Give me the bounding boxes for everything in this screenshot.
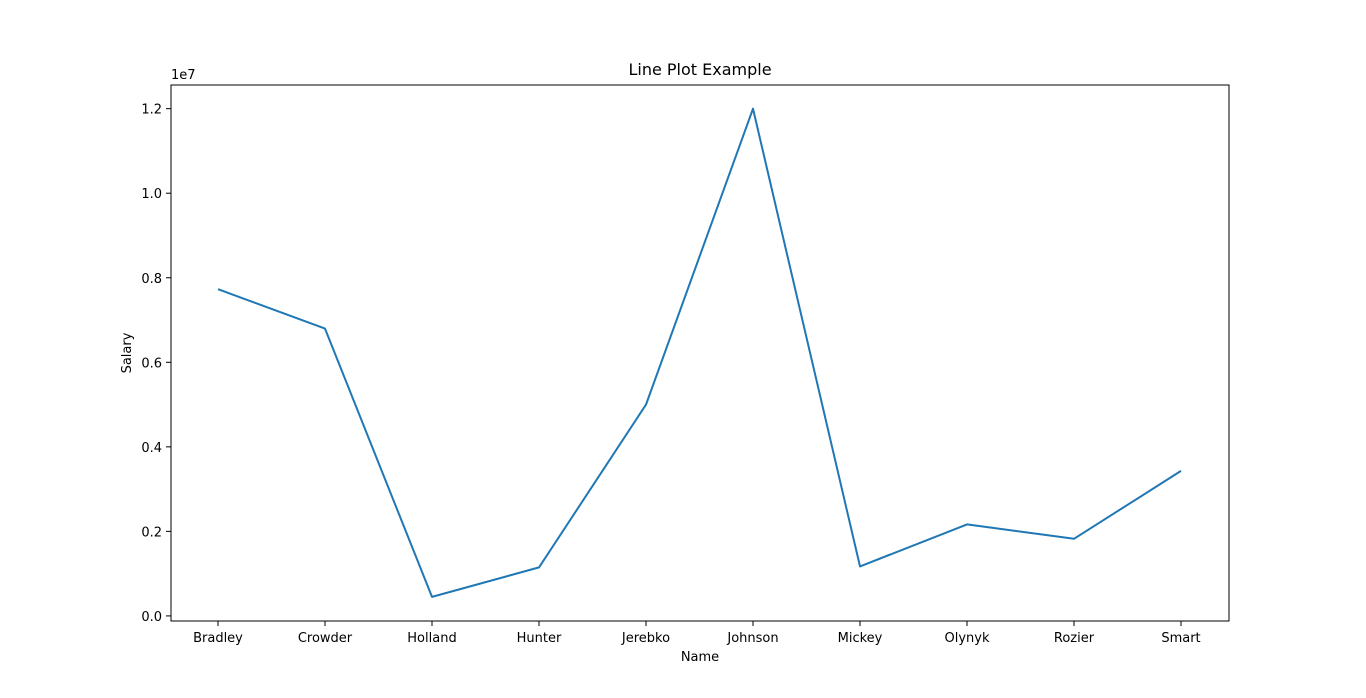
x-axis-label: Name [681,650,719,665]
x-tick-label: Mickey [838,631,883,646]
x-axis-ticks: Bradley Crowder Holland Hunter Jerebko Johnso… [193,621,1201,646]
y-offset-label: 1e7 [171,68,196,83]
data-layer [217,107,1182,598]
y-tick-label: 0.2 [141,525,162,540]
y-axis-label: Salary [120,332,135,373]
y-tick-label: 1.0 [141,187,162,202]
x-tick-label: Johnson [726,631,778,646]
x-tick-label: Smart [1161,631,1200,646]
y-tick-label: 1.2 [141,103,162,118]
x-tick-label: Jerebko [621,631,670,646]
plot-area-frame [170,84,1230,622]
x-tick-label: Crowder [298,631,353,646]
x-tick-label: Holland [407,631,456,646]
y-tick-label: 0.8 [141,272,162,287]
chart-title: Line Plot Example [628,60,771,79]
y-tick-label: 0.4 [141,441,162,456]
x-tick-label: Olynyk [945,631,990,646]
series-line [217,107,1182,598]
x-tick-label: Bradley [193,631,243,646]
x-tick-label: Rozier [1054,631,1095,646]
y-tick-label: 0.6 [141,356,162,371]
x-tick-label: Hunter [517,631,562,646]
y-tick-label: 0.0 [141,610,162,625]
y-axis-ticks: 0.0 0.2 0.4 0.6 0.8 1.0 1.2 [141,103,171,625]
